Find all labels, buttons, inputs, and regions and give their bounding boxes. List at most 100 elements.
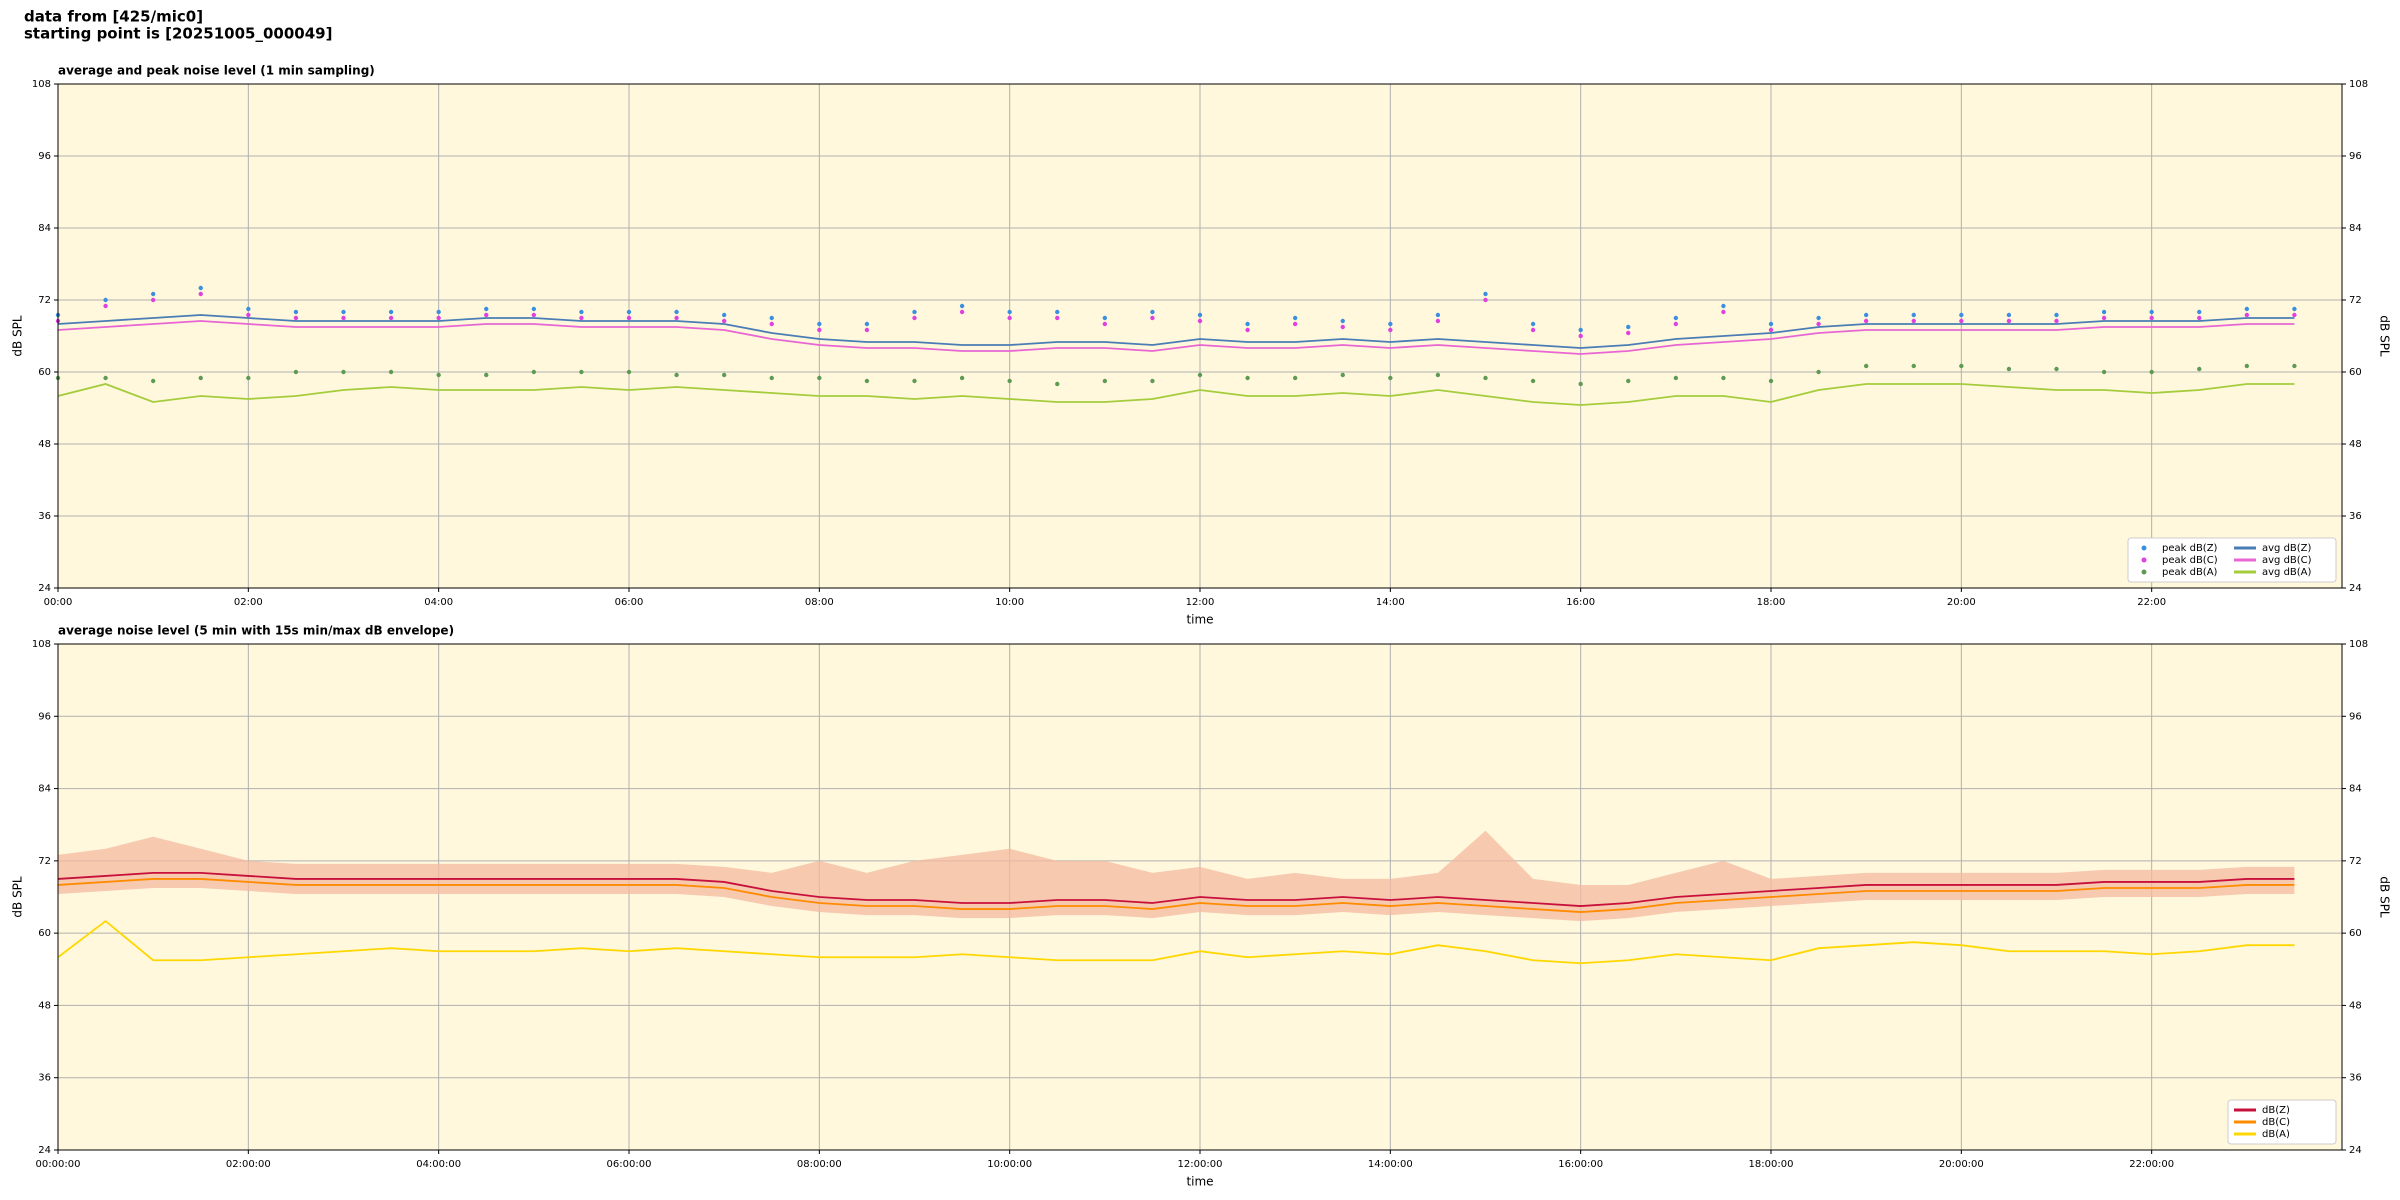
y-tick-label: 24 <box>38 583 51 594</box>
point <box>1816 369 1821 375</box>
point <box>2149 369 2154 375</box>
point <box>1578 381 1583 387</box>
point <box>1245 375 1250 381</box>
series-line <box>57 919 2295 965</box>
point <box>388 369 394 375</box>
x-tick-label: 22:00:00 <box>2129 1159 2174 1170</box>
point <box>1626 324 1631 330</box>
x-tick-label: 20:00 <box>1947 597 1976 608</box>
point <box>1959 363 1964 369</box>
point <box>1863 318 1869 324</box>
legend-label: avg dB(Z) <box>2262 543 2312 554</box>
point <box>1007 315 1012 321</box>
point <box>1292 315 1298 321</box>
point <box>531 306 537 312</box>
point <box>150 297 156 303</box>
point <box>1530 378 1536 384</box>
point <box>103 375 108 381</box>
point <box>1292 375 1298 381</box>
point <box>959 375 965 381</box>
plot-frame <box>57 643 2343 1151</box>
point <box>2006 366 2012 372</box>
point <box>1102 378 1108 384</box>
x-tick-label: 16:00:00 <box>1558 1159 1603 1170</box>
point <box>2292 306 2297 312</box>
point <box>1721 309 1726 315</box>
y2-tick-label: 24 <box>2349 583 2362 594</box>
point <box>1055 315 1060 321</box>
x-tick-label: 12:00 <box>1186 597 1215 608</box>
point <box>2244 312 2250 318</box>
point <box>1245 327 1250 333</box>
x-tick-label: 18:00:00 <box>1749 1159 1794 1170</box>
point <box>1768 378 1774 384</box>
y2-tick-label: 48 <box>2349 439 2362 450</box>
x-tick-label: 16:00 <box>1566 597 1595 608</box>
point <box>817 321 822 327</box>
point <box>293 315 299 321</box>
point <box>293 309 299 315</box>
point <box>1150 378 1155 384</box>
point <box>531 369 537 375</box>
x-axis-label: time <box>1186 613 1213 627</box>
plot-frame <box>57 83 2343 589</box>
point <box>2292 363 2297 369</box>
point <box>2244 363 2250 369</box>
point <box>1959 318 1964 324</box>
point <box>1578 333 1583 339</box>
point <box>388 315 394 321</box>
legend-marker <box>2141 569 2147 575</box>
y-tick-label: 96 <box>38 151 51 162</box>
point <box>1292 321 1298 327</box>
point <box>2149 309 2154 315</box>
y2-tick-label: 36 <box>2349 1073 2362 1084</box>
y2-tick-label: 48 <box>2349 1000 2362 1011</box>
point <box>1768 327 1774 333</box>
x-tick-label: 08:00:00 <box>797 1159 842 1170</box>
point <box>2006 312 2012 318</box>
point <box>769 375 774 381</box>
point <box>1150 309 1155 315</box>
series-line <box>57 383 2295 406</box>
header-line: starting point is [20251005_000049] <box>24 25 332 43</box>
x-tick-label: 00:00:00 <box>36 1159 81 1170</box>
point <box>2197 366 2202 372</box>
x-tick-label: 08:00 <box>805 597 834 608</box>
point <box>1863 363 1869 369</box>
point <box>1530 321 1536 327</box>
point <box>484 306 489 312</box>
point <box>2197 309 2202 315</box>
legend-label: avg dB(A) <box>2262 567 2312 578</box>
y-tick-label: 84 <box>38 223 51 234</box>
point <box>1530 327 1536 333</box>
point <box>436 309 441 315</box>
legend-label: dB(Z) <box>2262 1105 2290 1116</box>
point <box>1911 363 1916 369</box>
point <box>1578 327 1583 333</box>
point <box>721 312 727 318</box>
point <box>769 321 774 327</box>
point <box>959 309 965 315</box>
x-tick-label: 18:00 <box>1757 597 1786 608</box>
point <box>769 315 774 321</box>
point <box>2101 315 2107 321</box>
legend-label: dB(A) <box>2262 1129 2290 1140</box>
point <box>1388 327 1393 333</box>
point <box>436 315 441 321</box>
point <box>1055 309 1060 315</box>
header-line: data from [425/mic0] <box>24 8 203 26</box>
point <box>1673 375 1679 381</box>
point <box>1102 315 1108 321</box>
point <box>721 318 727 324</box>
y-tick-label: 60 <box>38 367 51 378</box>
point <box>293 369 299 375</box>
point <box>1959 312 1964 318</box>
x-tick-label: 10:00:00 <box>987 1159 1032 1170</box>
chart-title: average noise level (5 min with 15s min/… <box>58 624 454 638</box>
point <box>1483 375 1488 381</box>
y2-axis-label: dB SPL <box>2378 315 2392 357</box>
y-tick-label: 48 <box>38 439 51 450</box>
point <box>959 303 965 309</box>
point <box>150 378 156 384</box>
